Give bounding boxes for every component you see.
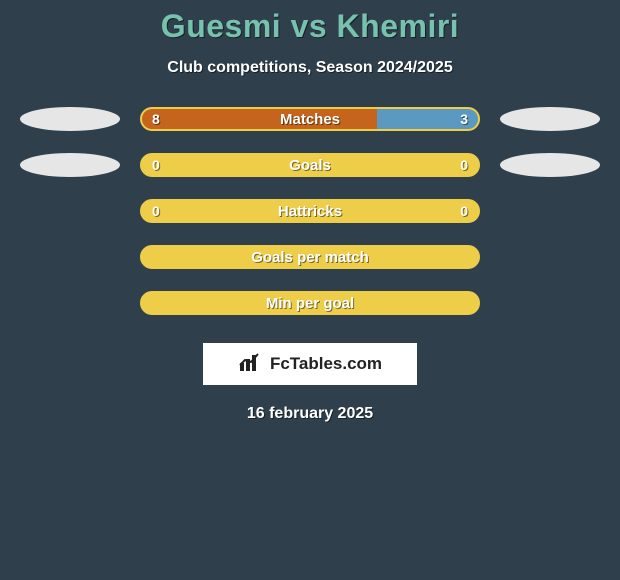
player-right-marker	[500, 153, 600, 177]
stat-label: Goals	[142, 155, 478, 175]
comparison-rows: 83Matches 00Goals 00Hattricks Goals per mat…	[0, 107, 620, 315]
stat-bar: 00Goals	[140, 153, 480, 177]
comparison-row: 00Goals	[0, 153, 620, 177]
branding-logo-text: FcTables.com	[270, 354, 382, 374]
player-left-marker	[20, 107, 120, 131]
footer-date: 16 february 2025	[247, 405, 373, 423]
stat-bar: Goals per match	[140, 245, 480, 269]
stat-label: Goals per match	[142, 247, 478, 267]
comparison-card: Guesmi vs Khemiri Club competitions, Sea…	[0, 0, 620, 423]
chart-bars-icon	[238, 351, 264, 378]
comparison-row: Goals per match	[0, 245, 620, 269]
player-left-marker	[20, 153, 120, 177]
stat-label: Matches	[142, 109, 478, 129]
stat-bar: Min per goal	[140, 291, 480, 315]
stat-label: Hattricks	[142, 201, 478, 221]
player-right-marker	[500, 107, 600, 131]
page-title: Guesmi vs Khemiri	[161, 8, 459, 45]
stat-bar: 83Matches	[140, 107, 480, 131]
comparison-row: 00Hattricks	[0, 199, 620, 223]
stat-label: Min per goal	[142, 293, 478, 313]
branding-logo: FcTables.com	[203, 343, 417, 385]
page-subtitle: Club competitions, Season 2024/2025	[167, 59, 452, 77]
comparison-row: 83Matches	[0, 107, 620, 131]
comparison-row: Min per goal	[0, 291, 620, 315]
stat-bar: 00Hattricks	[140, 199, 480, 223]
